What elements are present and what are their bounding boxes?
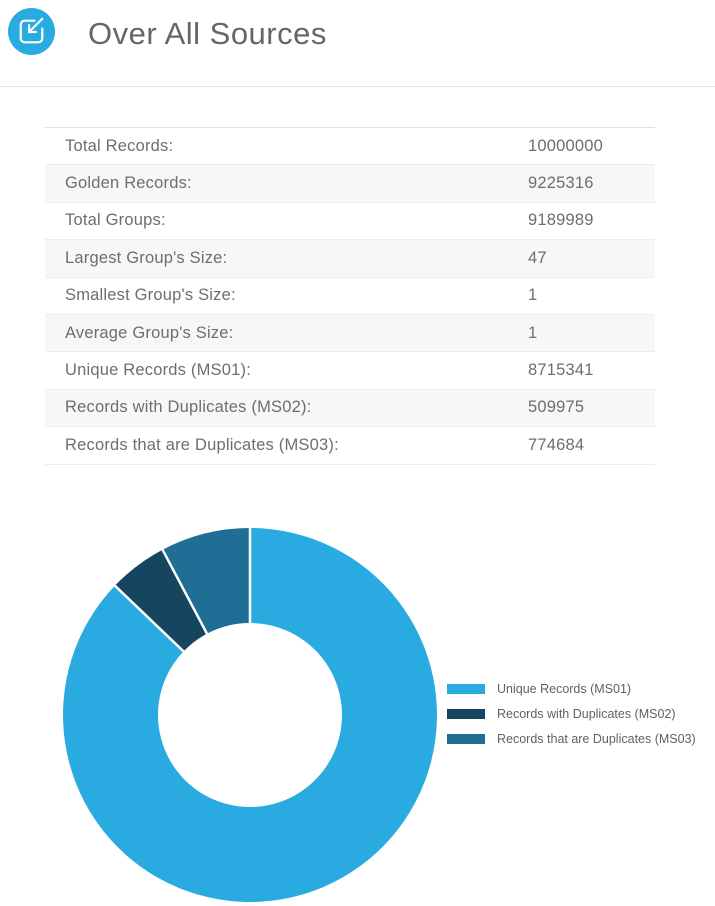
stat-label: Records with Duplicates (MS02):: [65, 398, 312, 417]
table-row: Largest Group's Size: 47: [45, 240, 655, 278]
table-row: Golden Records: 9225316: [45, 165, 655, 203]
stat-label: Smallest Group's Size:: [65, 286, 236, 305]
stat-value: 9225316: [528, 174, 594, 193]
stat-value: 1: [528, 286, 538, 305]
stat-value: 47: [528, 248, 547, 267]
stat-label: Largest Group's Size:: [65, 248, 228, 267]
import-arrow-square-glyph: [19, 17, 44, 44]
stat-label: Golden Records:: [65, 174, 192, 193]
stat-label: Records that are Duplicates (MS03):: [65, 435, 339, 454]
table-row: Smallest Group's Size: 1: [45, 278, 655, 315]
table-row: Records with Duplicates (MS02): 509975: [45, 389, 655, 428]
donut-segment[interactable]: [162, 528, 250, 634]
stat-value: 9189989: [528, 211, 594, 230]
donut-chart[interactable]: [63, 528, 437, 902]
legend-label: Records that are Duplicates (MS03): [497, 731, 696, 746]
panel-header: Over All Sources: [0, 0, 715, 87]
legend-item[interactable]: Records with Duplicates (MS02): [447, 701, 696, 726]
stat-value: 1: [528, 323, 538, 342]
table-row: Average Group's Size: 1: [45, 314, 655, 353]
legend-swatch-icon: [447, 683, 485, 694]
stat-value: 8715341: [528, 361, 594, 380]
table-row: Unique Records (MS01): 8715341: [45, 352, 655, 390]
legend-item[interactable]: Unique Records (MS01): [447, 676, 696, 701]
donut-segment[interactable]: [63, 528, 437, 902]
stat-value: 774684: [528, 435, 585, 454]
legend-swatch-icon: [447, 733, 485, 744]
table-row: Total Groups: 9189989: [45, 203, 655, 241]
stat-value: 509975: [528, 398, 585, 417]
stat-value: 10000000: [528, 136, 604, 155]
chart-legend: Unique Records (MS01) Records with Dupli…: [447, 676, 696, 751]
donut-segment[interactable]: [114, 549, 207, 652]
table-row: Total Records: 10000000: [45, 128, 655, 166]
legend-swatch-icon: [447, 708, 485, 719]
stat-label: Total Groups:: [65, 211, 166, 230]
legend-item[interactable]: Records that are Duplicates (MS03): [447, 726, 696, 751]
legend-label: Records with Duplicates (MS02): [497, 706, 676, 721]
stat-label: Total Records:: [65, 136, 174, 155]
stat-label: Average Group's Size:: [65, 323, 234, 342]
segment-separator: [161, 549, 209, 635]
table-row: Records that are Duplicates (MS03): 7746…: [45, 427, 655, 465]
segment-separator: [114, 584, 185, 653]
stat-label: Unique Records (MS01):: [65, 361, 251, 380]
page-title: Over All Sources: [88, 16, 327, 51]
stats-table: Total Records: 10000000 Golden Records: …: [45, 127, 655, 465]
import-arrow-square-icon: [8, 8, 55, 55]
legend-label: Unique Records (MS01): [497, 681, 632, 696]
